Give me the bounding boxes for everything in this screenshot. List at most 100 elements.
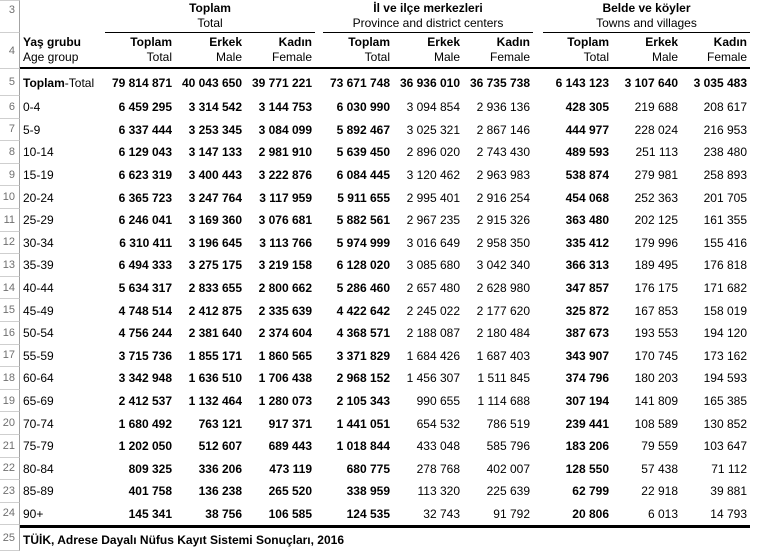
cell-value[interactable]: 3 085 680 <box>406 258 460 273</box>
column-header[interactable]: Toplam Total <box>543 33 612 69</box>
row-number[interactable]: 25 <box>0 525 20 551</box>
cell-value[interactable]: 3 147 133 <box>188 145 242 160</box>
column-header[interactable]: Toplam Total <box>323 33 393 69</box>
cell-value[interactable]: 3 107 640 <box>624 75 678 90</box>
cell-value[interactable]: 2 657 480 <box>406 281 460 296</box>
cell-value[interactable]: 2 177 620 <box>476 303 530 318</box>
cell-value[interactable]: 161 355 <box>703 213 747 228</box>
source-note[interactable]: TÜİK, Adrese Dayalı Nüfus Kayıt Sistemi … <box>23 532 344 547</box>
cell-value[interactable]: 216 953 <box>703 122 747 137</box>
cell-value[interactable]: 20 806 <box>572 506 609 521</box>
cell-value[interactable]: 3 247 764 <box>188 190 242 205</box>
row-number[interactable]: 20 <box>0 412 20 435</box>
cell-value[interactable]: 763 121 <box>198 416 242 431</box>
cell-age-label[interactable]: 50-54 <box>23 326 54 341</box>
cell-value[interactable]: 3 314 542 <box>188 100 242 115</box>
cell-value[interactable]: 654 532 <box>416 416 460 431</box>
cell-value[interactable]: 6 030 990 <box>336 100 390 115</box>
cell-value[interactable]: 2 374 604 <box>258 326 312 341</box>
cell-value[interactable]: 32 743 <box>423 506 460 521</box>
cell-value[interactable]: 219 688 <box>634 100 678 115</box>
cell-value[interactable]: 3 025 321 <box>406 122 460 137</box>
cell-value[interactable]: 3 371 829 <box>336 348 390 363</box>
cell-age-label[interactable]: 45-49 <box>23 303 54 318</box>
cell-value[interactable]: 2 743 430 <box>476 145 530 160</box>
cell-value[interactable]: 1 280 073 <box>258 394 312 409</box>
cell-value[interactable]: 1 511 845 <box>477 371 531 386</box>
cell-value[interactable]: 336 206 <box>198 461 242 476</box>
cell-value[interactable]: 202 125 <box>634 213 678 228</box>
cell-value[interactable]: 4 368 571 <box>336 326 390 341</box>
cell-value[interactable]: 183 206 <box>565 439 609 454</box>
cell-value[interactable]: 1 706 438 <box>258 371 312 386</box>
cell-value[interactable]: 489 593 <box>565 145 609 160</box>
cell-age-label[interactable]: 20-24 <box>23 190 54 205</box>
cell-value[interactable]: 130 852 <box>703 416 747 431</box>
cell-value[interactable]: 39 881 <box>710 484 747 499</box>
cell-value[interactable]: 179 996 <box>634 235 678 250</box>
cell-value[interactable]: 401 758 <box>128 484 172 499</box>
column-header[interactable]: Kadın Female <box>681 33 750 69</box>
cell-value[interactable]: 2 628 980 <box>476 281 530 296</box>
cell-value[interactable]: 585 796 <box>486 439 530 454</box>
cell-value[interactable]: 3 094 854 <box>406 100 460 115</box>
cell-value[interactable]: 4 422 642 <box>336 303 390 318</box>
cell-value[interactable]: 278 768 <box>416 461 460 476</box>
cell-age-label[interactable]: 40-44 <box>23 281 54 296</box>
cell-value[interactable]: 106 585 <box>268 506 312 521</box>
cell-value[interactable]: 3 275 175 <box>188 258 242 273</box>
column-header[interactable]: Erkek Male <box>175 33 245 69</box>
cell-value[interactable]: 124 535 <box>346 506 390 521</box>
cell-value[interactable]: 473 119 <box>269 461 312 476</box>
cell-value[interactable]: 3 169 360 <box>188 213 242 228</box>
cell-value[interactable]: 14 793 <box>710 506 747 521</box>
cell-value[interactable]: 251 113 <box>635 145 679 160</box>
cell-value[interactable]: 4 756 244 <box>118 326 172 341</box>
row-number[interactable]: 3 <box>0 0 20 33</box>
row-number[interactable]: 17 <box>0 344 20 368</box>
cell-value[interactable]: 6 084 445 <box>336 168 390 183</box>
cell-value[interactable]: 22 918 <box>641 484 678 499</box>
cell-value[interactable]: 252 363 <box>634 190 678 205</box>
cell-value[interactable]: 3 219 158 <box>258 258 312 273</box>
cell-value[interactable]: 208 617 <box>703 100 747 115</box>
cell-age-label[interactable]: 5-9 <box>23 122 41 137</box>
cell-value[interactable]: 2 896 020 <box>406 145 460 160</box>
cell-value[interactable]: 145 341 <box>128 506 172 521</box>
cell-value[interactable]: 180 203 <box>634 371 678 386</box>
cell-value[interactable]: 4 748 514 <box>118 303 172 318</box>
cell-value[interactable]: 62 799 <box>572 484 609 499</box>
cell-value[interactable]: 6 129 043 <box>118 145 172 160</box>
column-header[interactable]: Toplam Total <box>105 33 175 69</box>
row-number[interactable]: 9 <box>0 163 20 187</box>
cell-value[interactable]: 6 623 319 <box>118 168 172 183</box>
cell-value[interactable]: 6 310 411 <box>119 235 172 250</box>
cell-value[interactable]: 454 068 <box>565 190 609 205</box>
cell-value[interactable]: 238 480 <box>703 145 747 160</box>
cell-value[interactable]: 2 916 254 <box>476 190 530 205</box>
row-number[interactable]: 14 <box>0 276 20 300</box>
cell-value[interactable]: 1 680 492 <box>118 416 172 431</box>
cell-value[interactable]: 165 385 <box>703 394 747 409</box>
row-number[interactable]: 6 <box>0 96 20 119</box>
cell-age-label[interactable]: 0-4 <box>23 100 41 115</box>
row-number[interactable]: 11 <box>0 208 20 232</box>
group-header-towns-villages[interactable]: Belde ve köyler Towns and villages <box>543 0 750 33</box>
cell-value[interactable]: 6 013 <box>647 506 678 521</box>
cell-value[interactable]: 2 105 343 <box>336 394 390 409</box>
cell-value[interactable]: 91 792 <box>493 506 530 521</box>
cell-value[interactable]: 1 441 051 <box>336 416 390 431</box>
cell-value[interactable]: 2 936 136 <box>476 100 530 115</box>
cell-value[interactable]: 1 018 844 <box>336 439 390 454</box>
cell-value[interactable]: 6 246 041 <box>118 213 172 228</box>
cell-value[interactable]: 3 076 681 <box>258 213 312 228</box>
cell-value[interactable]: 176 175 <box>634 281 678 296</box>
row-number[interactable]: 23 <box>0 480 20 503</box>
cell-value[interactable]: 194 593 <box>703 371 747 386</box>
cell-value[interactable]: 1 684 426 <box>406 348 460 363</box>
cell-value[interactable]: 36 735 738 <box>469 75 530 90</box>
cell-value[interactable]: 225 639 <box>486 484 530 499</box>
row-number[interactable]: 19 <box>0 389 20 413</box>
cell-value[interactable]: 3 342 948 <box>118 371 172 386</box>
cell-value[interactable]: 3 144 753 <box>258 100 312 115</box>
